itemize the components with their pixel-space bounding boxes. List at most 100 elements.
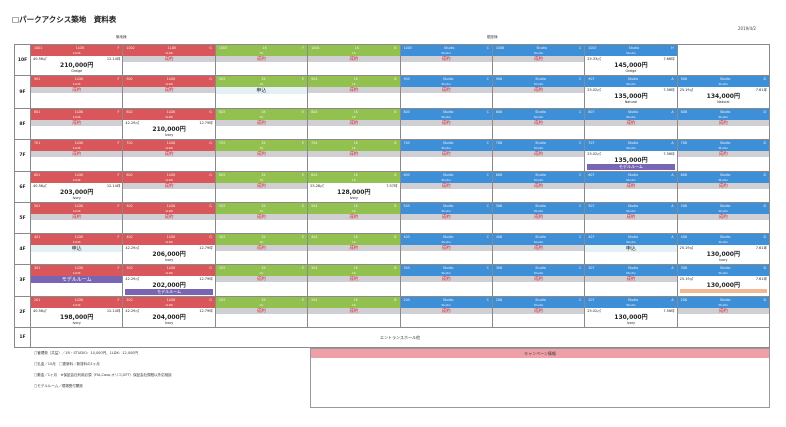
unit-cell[interactable]: 1003 1K F 1K 成約 bbox=[214, 44, 309, 76]
unit-size: 42.29㎡ 12.79坪 bbox=[125, 277, 212, 282]
unit-area: 25.02㎡ bbox=[587, 88, 601, 92]
unit-cell[interactable]: 505 Studio C Studio 成約 bbox=[399, 202, 493, 234]
unit-card: 1002 1LDK G 1LDK 成約 bbox=[123, 45, 215, 62]
unit-cell[interactable]: 705 Studio C Studio 成約 bbox=[399, 139, 493, 172]
unit-cell[interactable]: 903 1K E 1K 申込 bbox=[214, 75, 309, 109]
unit-cell[interactable]: 706 Studio C Studio 成約 bbox=[491, 139, 586, 172]
vacancy-info: 25.19㎡ 7.61坪 134,000円 Natural bbox=[677, 87, 769, 105]
unit-cell[interactable]: 502 1LDK G 1LDK 成約 bbox=[122, 202, 216, 234]
unit-cell[interactable]: 301 1LDK F 1LDK モデルルーム bbox=[29, 264, 124, 297]
unit-cell[interactable]: 605 Studio C Studio 成約 bbox=[399, 171, 493, 203]
unit-cell[interactable]: 201 1LDK F 1LDK 40.56㎡ 12.14坪 198,000円 Ivory bbox=[29, 296, 124, 328]
unit-cell[interactable]: 807 Studio A Studio 成約 bbox=[584, 108, 678, 140]
unit-type: 1K bbox=[262, 46, 267, 50]
unit-cell[interactable]: 507 Studio A Studio 成約 bbox=[584, 202, 678, 234]
unit-cell[interactable]: 808 Studio D Studio 成約 bbox=[676, 108, 771, 140]
unit-cell[interactable]: 708 Studio D Studio 成約 bbox=[676, 139, 771, 172]
unit-cell[interactable]: 602 1LDK G 1LDK 成約 bbox=[122, 171, 216, 203]
unit-cell[interactable]: 508 Studio D Studio 成約 bbox=[676, 202, 771, 234]
unit-cell[interactable]: 703 1K E 1K 成約 bbox=[214, 139, 309, 172]
unit-card: 304 1K B 1K 成約 bbox=[308, 265, 400, 282]
unit-cell[interactable]: 608 Studio D Studio 成約 bbox=[676, 171, 771, 203]
unit-grade: B bbox=[394, 110, 397, 114]
unit-cell[interactable]: 205 Studio C Studio 成約 bbox=[399, 296, 493, 328]
unit-cell[interactable]: 707 Studio A Studio 25.02㎡ 7.56坪 135,000円 モデルルー… bbox=[584, 139, 678, 172]
unit-grade: B bbox=[394, 46, 397, 50]
unit-cell[interactable]: 207 Studio A Studio 25.02㎡ 7.56坪 130,000円 Ivory bbox=[584, 296, 678, 328]
unit-type: 1K bbox=[261, 173, 266, 177]
unit-card: 702 1LDK G 1LDK 成約 bbox=[123, 140, 215, 157]
contracted-label: 成約 bbox=[215, 245, 308, 251]
unit-cell[interactable]: 1002 1LDK G 1LDK 成約 bbox=[122, 44, 216, 76]
unit-cell[interactable]: 806 Studio C Studio 成約 bbox=[491, 108, 586, 140]
unit-header: 408 Studio D bbox=[677, 234, 769, 240]
unit-header: 604 1K B bbox=[308, 172, 400, 178]
unit-cell[interactable]: 307 Studio A Studio 成約 bbox=[584, 264, 678, 297]
unit-cell[interactable]: 404 1K B 1K 成約 bbox=[307, 233, 401, 265]
unit-card: 404 1K B 1K 成約 bbox=[308, 234, 400, 251]
unit-cell[interactable]: 407 Studio A Studio 申込 bbox=[584, 233, 678, 265]
unit-header: 906 Studio C bbox=[492, 76, 585, 82]
unit-type-sub: Studio bbox=[492, 209, 585, 214]
unit-cell[interactable]: 801 1LDK F 1LDK 成約 bbox=[29, 108, 124, 140]
unit-cell[interactable]: 503 1K E 1K 成約 bbox=[214, 202, 309, 234]
unit-cell[interactable]: 304 1K B 1K 成約 bbox=[307, 264, 401, 297]
unit-cell[interactable]: 701 1LDK F 1LDK 成約 bbox=[29, 139, 124, 172]
unit-cell[interactable]: 604 1K B 1K 25.28㎡ 7.57坪 128,000円 Ivory bbox=[307, 171, 401, 203]
unit-cell[interactable]: 405 Studio C Studio 成約 bbox=[399, 233, 493, 265]
unit-cell[interactable]: 203 1K E 1K 成約 bbox=[214, 296, 309, 328]
unit-number: 1005 bbox=[403, 46, 412, 50]
unit-cell[interactable]: 401 1LDK F 1LDK 申込 bbox=[29, 233, 124, 265]
unit-cell[interactable]: 402 1LDK G 1LDK 42.29㎡ 12.79坪 206,000円 Ivory bbox=[122, 233, 216, 265]
unit-tsubo: 7.56坪 bbox=[663, 88, 675, 92]
unit-cell[interactable]: 1007 Studio H Studio 25.33㎡ 7.66坪 145,000円 Grei… bbox=[584, 44, 678, 76]
contracted-label: 成約 bbox=[123, 214, 215, 220]
unit-card: 705 Studio C Studio 成約 bbox=[400, 140, 492, 157]
applied-label: 申込 bbox=[585, 245, 677, 252]
unit-type-sub: 1LDK bbox=[31, 303, 123, 308]
unit-type: Studio bbox=[535, 266, 546, 270]
unit-cell[interactable]: 1005 Studio C Studio 成約 bbox=[399, 44, 493, 76]
unit-cell[interactable]: 506 Studio C Studio 成約 bbox=[491, 202, 586, 234]
unit-cell[interactable]: 1001 1LDK F 1LDK 40.56㎡ 12.14坪 210,000円 Greige bbox=[29, 44, 124, 76]
unit-type-sub: Studio bbox=[492, 146, 585, 151]
unit-cell[interactable]: 902 1LDK G 1LDK 成約 bbox=[122, 75, 216, 109]
unit-cell[interactable]: 302 1LDK G 1LDK 42.29㎡ 12.79坪 202,000円 モデルルーム bbox=[122, 264, 216, 297]
unit-cell[interactable]: 904 1K B 1K 成約 bbox=[307, 75, 401, 109]
unit-cell[interactable]: 803 1K E 1K 成約 bbox=[214, 108, 309, 140]
unit-size: 40.56㎡ 12.14坪 bbox=[33, 184, 120, 189]
unit-cell[interactable]: 601 1LDK F 1LDK 40.56㎡ 12.14坪 203,000円 Ivory bbox=[29, 171, 124, 203]
unit-cell[interactable]: 406 Studio C Studio 成約 bbox=[491, 233, 586, 265]
unit-cell[interactable]: 303 1K E 1K 成約 bbox=[214, 264, 309, 297]
unit-cell[interactable]: 403 1K E 1K 成約 bbox=[214, 233, 309, 265]
unit-cell[interactable]: 901 1LDK F 1LDK 成約 bbox=[29, 75, 124, 109]
unit-cell[interactable]: 202 1LDK G 1LDK 42.29㎡ 12.79坪 204,000円 Ivory bbox=[122, 296, 216, 328]
unit-grade: D bbox=[763, 110, 766, 114]
unit-grade: E bbox=[302, 110, 305, 114]
unit-cell[interactable]: 906 Studio C Studio 成約 bbox=[491, 75, 586, 109]
unit-rent: 145,000円 bbox=[614, 62, 648, 69]
unit-cell[interactable]: 802 1LDK G 1LDK 42.29㎡ 12.79坪 210,000円 Ivory bbox=[122, 108, 216, 140]
unit-cell[interactable]: 804 1K B 1K 成約 bbox=[307, 108, 401, 140]
unit-cell[interactable]: 501 1LDK F 1LDK 成約 bbox=[29, 202, 124, 234]
unit-cell[interactable]: 702 1LDK G 1LDK 成約 bbox=[122, 139, 216, 172]
unit-cell[interactable]: 1004 1K B 1K 成約 bbox=[307, 44, 401, 76]
unit-cell[interactable]: 206 Studio C Studio 成約 bbox=[491, 296, 586, 328]
unit-cell[interactable]: 908 Studio D Studio 25.19㎡ 7.61坪 134,000円 Natur… bbox=[676, 75, 771, 109]
unit-cell[interactable]: 306 Studio C Studio 成約 bbox=[491, 264, 586, 297]
unit-cell[interactable]: 1006 Studio C Studio 成約 bbox=[491, 44, 586, 76]
unit-cell[interactable]: 504 1K B 1K 成約 bbox=[307, 202, 401, 234]
unit-cell[interactable]: 408 Studio D Studio 25.19㎡ 7.61坪 130,000円 Ivory bbox=[676, 233, 771, 265]
unit-cell[interactable]: 204 1K B 1K 成約 bbox=[307, 296, 401, 328]
unit-cell[interactable]: 606 Studio C Studio 成約 bbox=[491, 171, 586, 203]
unit-cell[interactable]: 607 Studio A Studio 成約 bbox=[584, 171, 678, 203]
unit-cell[interactable]: 208 Studio D Studio 成約 bbox=[676, 296, 771, 328]
unit-cell[interactable]: 305 Studio C Studio 成約 bbox=[399, 264, 493, 297]
unit-cell[interactable]: 704 1K B 1K 成約 bbox=[307, 139, 401, 172]
unit-cell[interactable]: 907 Studio A Studio 25.02㎡ 7.56坪 135,000円 Natur… bbox=[584, 75, 678, 109]
unit-cell[interactable]: 603 1K E 1K 成約 bbox=[214, 171, 309, 203]
unit-cell[interactable]: 805 Studio C Studio 成約 bbox=[399, 108, 493, 140]
unit-area: 25.28㎡ bbox=[310, 184, 324, 188]
unit-cell[interactable]: 308 Studio D Studio 25.19㎡ 7.61坪 130,000円 bbox=[676, 264, 771, 297]
unit-cell[interactable]: 905 Studio C Studio 成約 bbox=[399, 75, 493, 109]
